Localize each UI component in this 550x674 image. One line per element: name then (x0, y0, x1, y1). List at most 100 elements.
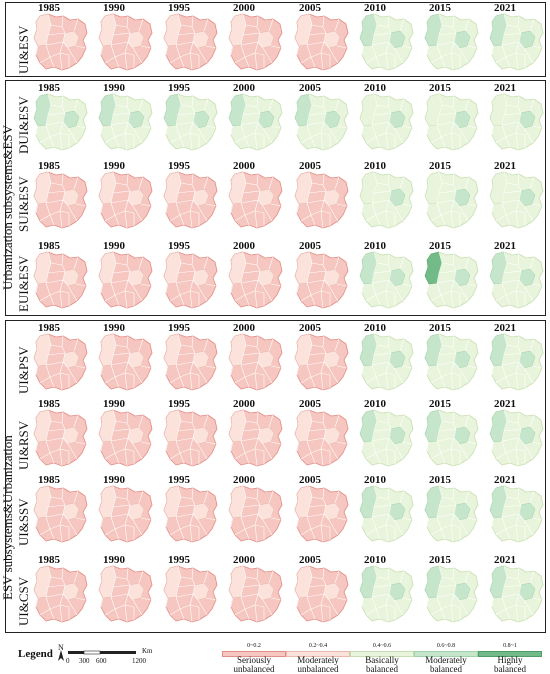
year-label: 2000 (233, 82, 255, 94)
year-label: 1990 (103, 82, 125, 94)
coupling-map (33, 485, 88, 543)
year-label: 2005 (299, 474, 321, 486)
panel-urbanization-subsystems (5, 80, 546, 316)
coupling-map (489, 171, 544, 229)
year-label: 1985 (38, 322, 60, 334)
row-label-5: UI&RSV (16, 420, 31, 470)
year-label: 2005 (299, 82, 321, 94)
coupling-map (424, 93, 479, 151)
legend-range-0: 0~0.2 (247, 643, 261, 649)
year-label: 1990 (103, 2, 125, 14)
scale-bar (68, 650, 136, 655)
scale-value-1200: 1200 (132, 657, 146, 665)
year-label: 2015 (429, 2, 451, 14)
year-label: 2005 (299, 322, 321, 334)
legend-label-4: Highly balanced (494, 655, 526, 674)
coupling-map (359, 485, 414, 543)
north-arrow-icon: N (58, 643, 64, 652)
panel-urbanization (5, 2, 546, 77)
row-label-3: EUI&ESV (16, 255, 31, 312)
coupling-map (163, 565, 218, 623)
coupling-map (98, 333, 153, 391)
group-label-esv-subsystems: ESV subsystems&Urbanization (0, 435, 15, 600)
coupling-map (294, 333, 349, 391)
year-label: 2010 (364, 160, 386, 172)
year-label: 1995 (168, 240, 190, 252)
year-label: 2021 (494, 474, 516, 486)
year-label: 2021 (494, 240, 516, 252)
coupling-map (33, 251, 88, 309)
year-label: 2005 (299, 2, 321, 14)
coupling-map (489, 565, 544, 623)
year-label: 2010 (364, 554, 386, 566)
year-label: 2021 (494, 82, 516, 94)
year-label: 2010 (364, 82, 386, 94)
coupling-map (33, 13, 88, 71)
coupling-map (98, 171, 153, 229)
coupling-map (359, 93, 414, 151)
year-label: 1985 (38, 398, 60, 410)
year-label: 2000 (233, 554, 255, 566)
coupling-map (163, 485, 218, 543)
year-label: 2000 (233, 322, 255, 334)
row-label-0: UI&ESV (16, 25, 31, 74)
coupling-map (163, 333, 218, 391)
year-label: 1985 (38, 554, 60, 566)
year-label: 2000 (233, 474, 255, 486)
year-label: 2005 (299, 160, 321, 172)
legend-swatch-2 (350, 651, 414, 657)
coupling-map (294, 409, 349, 467)
year-label: 2015 (429, 82, 451, 94)
coupling-map (424, 565, 479, 623)
year-label: 2000 (233, 398, 255, 410)
year-label: 2010 (364, 398, 386, 410)
north-arrow-shape (58, 650, 64, 661)
legend-swatch-4 (478, 651, 542, 657)
coupling-map (228, 565, 283, 623)
legend-range-4: 0.8~1 (503, 643, 517, 649)
scale-value-0: 0 (66, 657, 70, 665)
coupling-map (489, 93, 544, 151)
legend-label-3: Moderately balanced (425, 655, 467, 674)
coupling-map (359, 409, 414, 467)
year-label: 2021 (494, 2, 516, 14)
year-label: 1995 (168, 160, 190, 172)
coupling-map (424, 485, 479, 543)
year-label: 2010 (364, 2, 386, 14)
coupling-map (294, 565, 349, 623)
year-label: 1990 (103, 554, 125, 566)
year-label: 2015 (429, 160, 451, 172)
year-label: 1995 (168, 398, 190, 410)
row-label-4: UI&PSV (16, 346, 31, 394)
coupling-map (424, 13, 479, 71)
coupling-map (228, 251, 283, 309)
coupling-map (228, 409, 283, 467)
legend-label-0: Seriously unbalanced (233, 655, 275, 674)
legend-title: Legend (18, 648, 53, 660)
legend-label-2: Basically balanced (365, 655, 399, 674)
year-label: 2010 (364, 322, 386, 334)
year-label: 2005 (299, 240, 321, 252)
scale-value-600: 600 (96, 657, 107, 665)
coupling-map (228, 93, 283, 151)
row-label-1: DUI&ESV (16, 96, 31, 154)
year-label: 2015 (429, 554, 451, 566)
legend-swatch-3 (414, 651, 478, 657)
row-label-6: UI&SSV (16, 498, 31, 546)
year-label: 1990 (103, 474, 125, 486)
coupling-map (98, 13, 153, 71)
year-label: 1990 (103, 160, 125, 172)
scale-value-300: 300 (79, 657, 90, 665)
coupling-map (33, 409, 88, 467)
coupling-map (294, 485, 349, 543)
year-label: 1995 (168, 474, 190, 486)
year-label: 2000 (233, 160, 255, 172)
year-label: 2015 (429, 240, 451, 252)
coupling-map (489, 13, 544, 71)
coupling-map (163, 251, 218, 309)
coupling-map (359, 13, 414, 71)
year-label: 1985 (38, 2, 60, 14)
coupling-map (489, 485, 544, 543)
year-label: 2000 (233, 2, 255, 14)
year-label: 1995 (168, 554, 190, 566)
